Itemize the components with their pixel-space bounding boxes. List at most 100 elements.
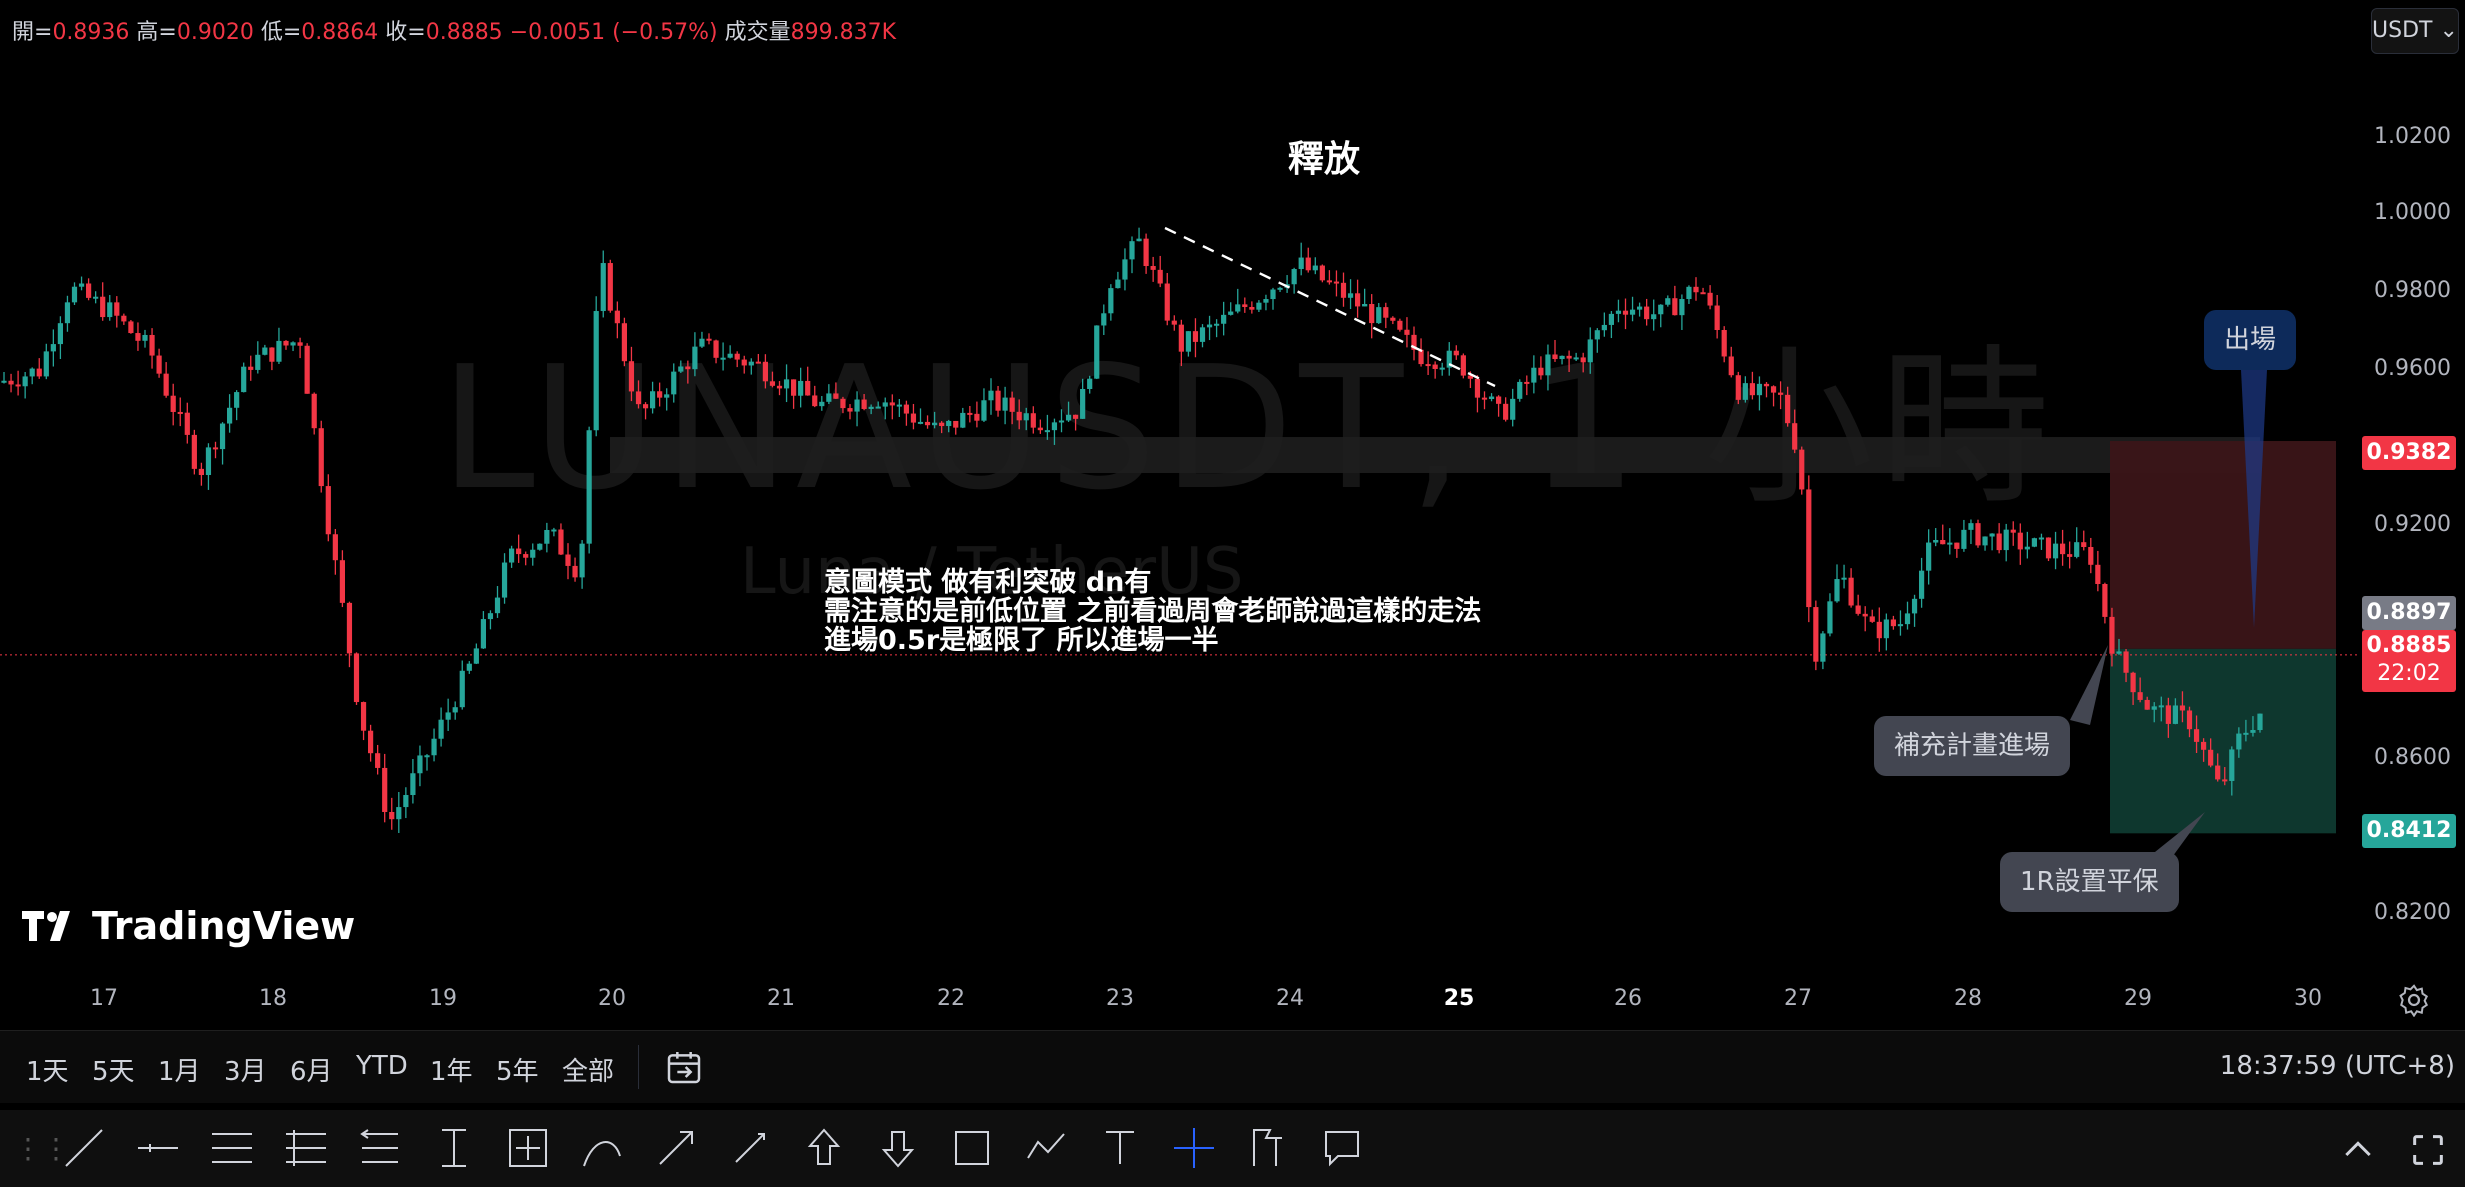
candle-body (1157, 269, 1163, 284)
candle-body (769, 381, 776, 386)
candle-body (8, 380, 14, 385)
parallel-channel-icon[interactable] (212, 1133, 252, 1163)
candle-body (854, 399, 860, 412)
price-tick: 0.8200 (2374, 900, 2451, 925)
candlestick-series (0, 226, 2360, 860)
candle-body (727, 353, 733, 358)
entry-callout[interactable]: 補充計畫進場 (1874, 716, 2071, 776)
candle-body (1235, 304, 1241, 312)
candle-body (1742, 383, 1748, 400)
range-1y-button[interactable]: 1年 (430, 1057, 473, 1087)
candle-body (1383, 307, 1389, 318)
candle-body (586, 430, 592, 544)
candle-body (1115, 279, 1121, 289)
currency-selector[interactable]: USDT ⌄ (2371, 8, 2459, 54)
fullscreen-icon[interactable] (2408, 1130, 2448, 1170)
candle-body (1749, 383, 1755, 396)
change-value: −0.0051 (−0.57%) (509, 20, 718, 45)
candle-body (903, 404, 909, 414)
candle-body (1644, 306, 1650, 320)
drag-handle-icon[interactable]: ⋮⋮ (14, 1132, 70, 1165)
clock-timezone[interactable]: 18:37:59 (UTC+8) (2219, 1051, 2455, 1081)
trade-note[interactable]: 意圖模式 做有利突破 dn有 需注意的是前低位置 之前看過周會老師說過這樣的走法… (824, 568, 1481, 655)
divider (638, 1045, 639, 1089)
candle-body (1721, 330, 1727, 357)
candle-body (1517, 381, 1523, 399)
pitchfork-icon[interactable] (360, 1129, 398, 1163)
exit-callout[interactable]: 出場 (2204, 310, 2297, 370)
candle-body (1256, 302, 1262, 310)
tradingview-logo[interactable]: TradingView (22, 904, 355, 948)
exit-arrow (2240, 350, 2268, 628)
candle-body (1474, 378, 1481, 398)
rectangle-icon[interactable] (955, 1131, 989, 1165)
candle-body (2074, 542, 2080, 557)
range-1d-button[interactable]: 1天 (26, 1057, 69, 1087)
time-tick: 19 (429, 986, 457, 1011)
arrow-up-icon[interactable] (807, 1128, 841, 1165)
tradingview-wordmark: TradingView (92, 904, 356, 948)
range-1m-button[interactable]: 1月 (158, 1057, 201, 1087)
candle-body (452, 707, 458, 713)
arrow-marker-icon[interactable] (735, 1133, 765, 1163)
candle-body (2151, 706, 2157, 710)
settings-gear-icon[interactable] (2397, 983, 2431, 1017)
candle-body (544, 529, 550, 544)
horizontal-ray-icon[interactable] (138, 1144, 178, 1152)
candle-body (953, 420, 959, 428)
time-tick: 24 (1276, 986, 1304, 1011)
arrow-icon[interactable] (659, 1131, 693, 1165)
candle-body (1108, 288, 1114, 314)
candle-body (1023, 413, 1029, 421)
text-anchor-icon[interactable] (442, 1129, 466, 1167)
candle-body (1841, 577, 1847, 580)
last-price-value: 0.8885 (2366, 633, 2452, 658)
text-icon[interactable] (1106, 1131, 1134, 1164)
range-6m-button[interactable]: 6月 (290, 1057, 333, 1087)
fib-retracement-icon[interactable] (286, 1130, 326, 1166)
candle-body (1446, 350, 1452, 368)
brush-icon[interactable] (583, 1141, 621, 1167)
range-all-button[interactable]: 全部 (562, 1057, 615, 1087)
measure-icon[interactable] (509, 1129, 547, 1167)
forecast-icon[interactable] (1253, 1129, 1282, 1166)
time-axis[interactable]: 17 18 19 20 21 22 23 24 25 26 27 28 29 3… (0, 970, 2360, 1030)
breakeven-callout[interactable]: 1R設置平保 (2000, 852, 2179, 912)
chart-canvas[interactable]: LUNAUSDT, 1 小時 Luna / TetherUS 開=0.8936 … (0, 0, 2360, 970)
candle-body (234, 392, 240, 408)
candle-body (2137, 692, 2143, 700)
trendline-icon[interactable] (65, 1129, 103, 1167)
range-3m-button[interactable]: 3月 (224, 1057, 267, 1087)
candle-body (1129, 241, 1135, 260)
candle-body (762, 361, 768, 382)
range-5d-button[interactable]: 5天 (92, 1057, 135, 1087)
candle-body (389, 811, 395, 820)
price-tick: 1.0200 (2374, 124, 2451, 149)
path-icon[interactable] (1027, 1133, 1065, 1159)
time-tick: 18 (259, 986, 287, 1011)
range-5y-button[interactable]: 5年 (496, 1057, 539, 1087)
release-label[interactable]: 釋放 (1288, 139, 1361, 180)
candle-body (375, 753, 381, 768)
arrow-down-icon[interactable] (881, 1131, 915, 1168)
candle-body (438, 719, 444, 739)
candle-body (1594, 330, 1600, 340)
candle-body (1629, 309, 1636, 315)
close-value: 0.8885 (425, 20, 503, 45)
candle-body (678, 366, 684, 372)
candle-body (290, 342, 296, 346)
symbol-watermark: LUNAUSDT, 1 小時 (440, 330, 2056, 528)
note-line-3: 進場0.5r是極限了 所以進場一半 (824, 625, 1219, 656)
candle-body (2067, 554, 2073, 557)
candle-body (1503, 403, 1509, 420)
goto-date-icon[interactable] (664, 1047, 704, 1087)
chevron-up-icon[interactable] (2338, 1130, 2378, 1170)
candle-body (1171, 320, 1177, 325)
comment-icon[interactable] (1325, 1131, 1359, 1167)
range-ytd-button[interactable]: YTD (356, 1051, 408, 1081)
crosshair-icon[interactable] (1174, 1128, 1214, 1168)
candle-body (685, 366, 691, 370)
candle-body (1080, 389, 1086, 419)
chevron-down-icon: ⌄ (2439, 18, 2458, 43)
price-axis[interactable]: USDT ⌄ 1.0200 1.0000 0.9800 0.9600 0.920… (2360, 0, 2465, 970)
